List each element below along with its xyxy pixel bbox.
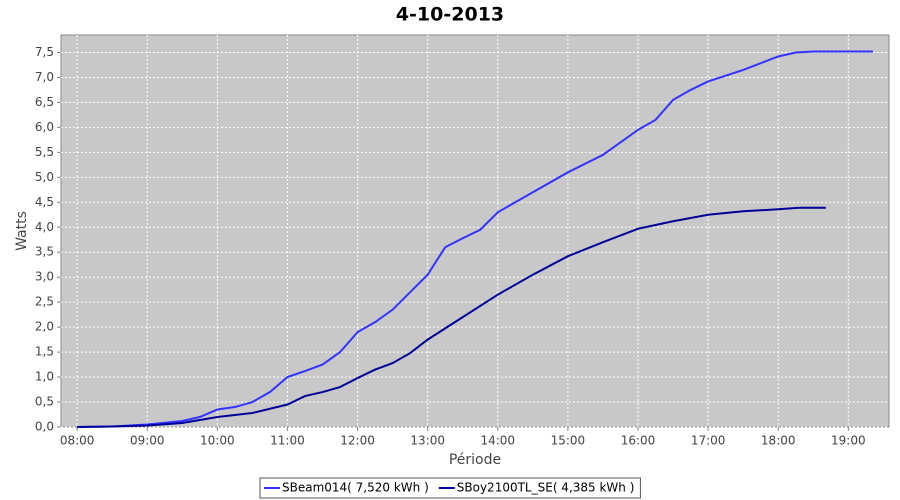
y-tick-label: 0,5 bbox=[35, 395, 54, 409]
x-tick-label: 14:00 bbox=[480, 434, 515, 448]
x-tick-label: 18:00 bbox=[761, 434, 796, 448]
y-tick-label: 2,5 bbox=[35, 295, 54, 309]
series-line bbox=[77, 206, 826, 428]
series-line bbox=[77, 50, 873, 428]
legend-item: SBeam014( 7,520 kWh ) bbox=[264, 481, 429, 495]
x-tick-label: 12:00 bbox=[340, 434, 375, 448]
y-tick-label: 4,0 bbox=[35, 220, 54, 234]
plot-area bbox=[60, 34, 890, 428]
x-axis-label: Période bbox=[449, 452, 501, 468]
y-tick-label: 6,0 bbox=[35, 120, 54, 134]
y-tick-label: 7,5 bbox=[35, 45, 54, 59]
y-tick-label: 4,5 bbox=[35, 195, 54, 209]
y-tick-label: 5,0 bbox=[35, 170, 54, 184]
x-tick-label: 09:00 bbox=[130, 434, 165, 448]
y-tick-label: 3,0 bbox=[35, 270, 54, 284]
y-tick-label: 5,5 bbox=[35, 145, 54, 159]
y-tick-label: 7,0 bbox=[35, 70, 54, 84]
y-tick-label: 1,5 bbox=[35, 345, 54, 359]
y-tick-label: 1,0 bbox=[35, 370, 54, 384]
legend-label: SBoy2100TL_SE( 4,385 kWh ) bbox=[457, 481, 635, 495]
x-tick-label: 10:00 bbox=[200, 434, 235, 448]
y-tick-label: 3,5 bbox=[35, 245, 54, 259]
legend-label: SBeam014( 7,520 kWh ) bbox=[282, 481, 429, 495]
x-tick-label: 19:00 bbox=[831, 434, 866, 448]
legend-item: SBoy2100TL_SE( 4,385 kWh ) bbox=[438, 481, 635, 495]
x-tick-label: 17:00 bbox=[691, 434, 726, 448]
legend: SBeam014( 7,520 kWh ) SBoy2100TL_SE( 4,38… bbox=[259, 477, 641, 499]
x-tick-label: 15:00 bbox=[551, 434, 586, 448]
chart-title: 4-10-2013 bbox=[396, 4, 504, 26]
x-tick-label: 16:00 bbox=[621, 434, 656, 448]
x-tick-label: 08:00 bbox=[60, 434, 95, 448]
y-tick-label: 0,0 bbox=[35, 420, 54, 434]
x-tick-label: 11:00 bbox=[270, 434, 305, 448]
y-tick-label: 6,5 bbox=[35, 95, 54, 109]
y-tick-label: 2,0 bbox=[35, 320, 54, 334]
y-axis-label: Watts bbox=[14, 211, 30, 251]
x-tick-label: 13:00 bbox=[410, 434, 445, 448]
